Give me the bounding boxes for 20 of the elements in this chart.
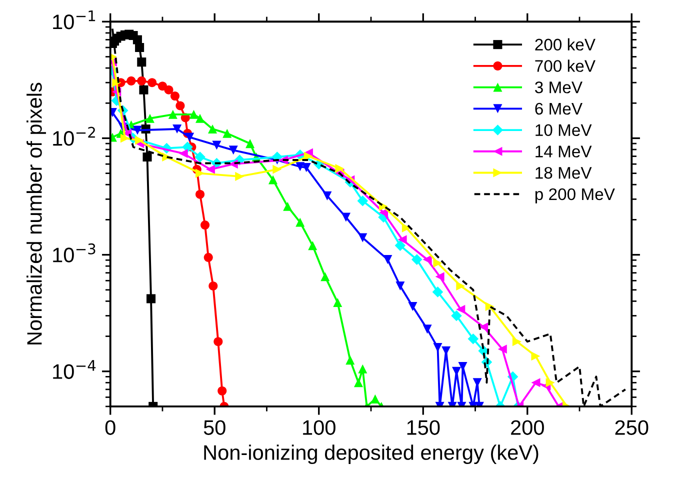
y-tick-label: 10$^{−4}$ bbox=[53, 360, 96, 379]
x-tick-label: 100 bbox=[303, 420, 336, 435]
x-tick-label: 200 bbox=[511, 420, 544, 435]
legend-label: 6 MeV bbox=[535, 102, 582, 115]
y-tick-label: 10$^{−3}$ bbox=[53, 243, 96, 262]
y-axis-title: Normalized number of pixels bbox=[26, 82, 46, 344]
legend-label: 18 MeV bbox=[536, 166, 592, 179]
legend-label: 3 MeV bbox=[535, 81, 582, 94]
legend-label: 200 keV bbox=[535, 38, 596, 51]
x-tick-label: 250 bbox=[615, 420, 648, 435]
legend-label: 10 MeV bbox=[536, 124, 592, 136]
y-tick-label: 10$^{−2}$ bbox=[53, 126, 95, 146]
x-tick-label: 50 bbox=[204, 420, 226, 435]
legend-label: 700 keV bbox=[535, 60, 596, 72]
legend-label: 14 MeV bbox=[536, 146, 592, 158]
y-tick-label: 10$^{−1}$ bbox=[53, 10, 96, 30]
x-tick-label: 0 bbox=[105, 420, 116, 435]
x-axis-title: Non-ionizing deposited energy (keV) bbox=[204, 444, 538, 464]
x-tick-label: 150 bbox=[407, 420, 440, 435]
legend-label: p 200 MeV bbox=[535, 188, 615, 204]
